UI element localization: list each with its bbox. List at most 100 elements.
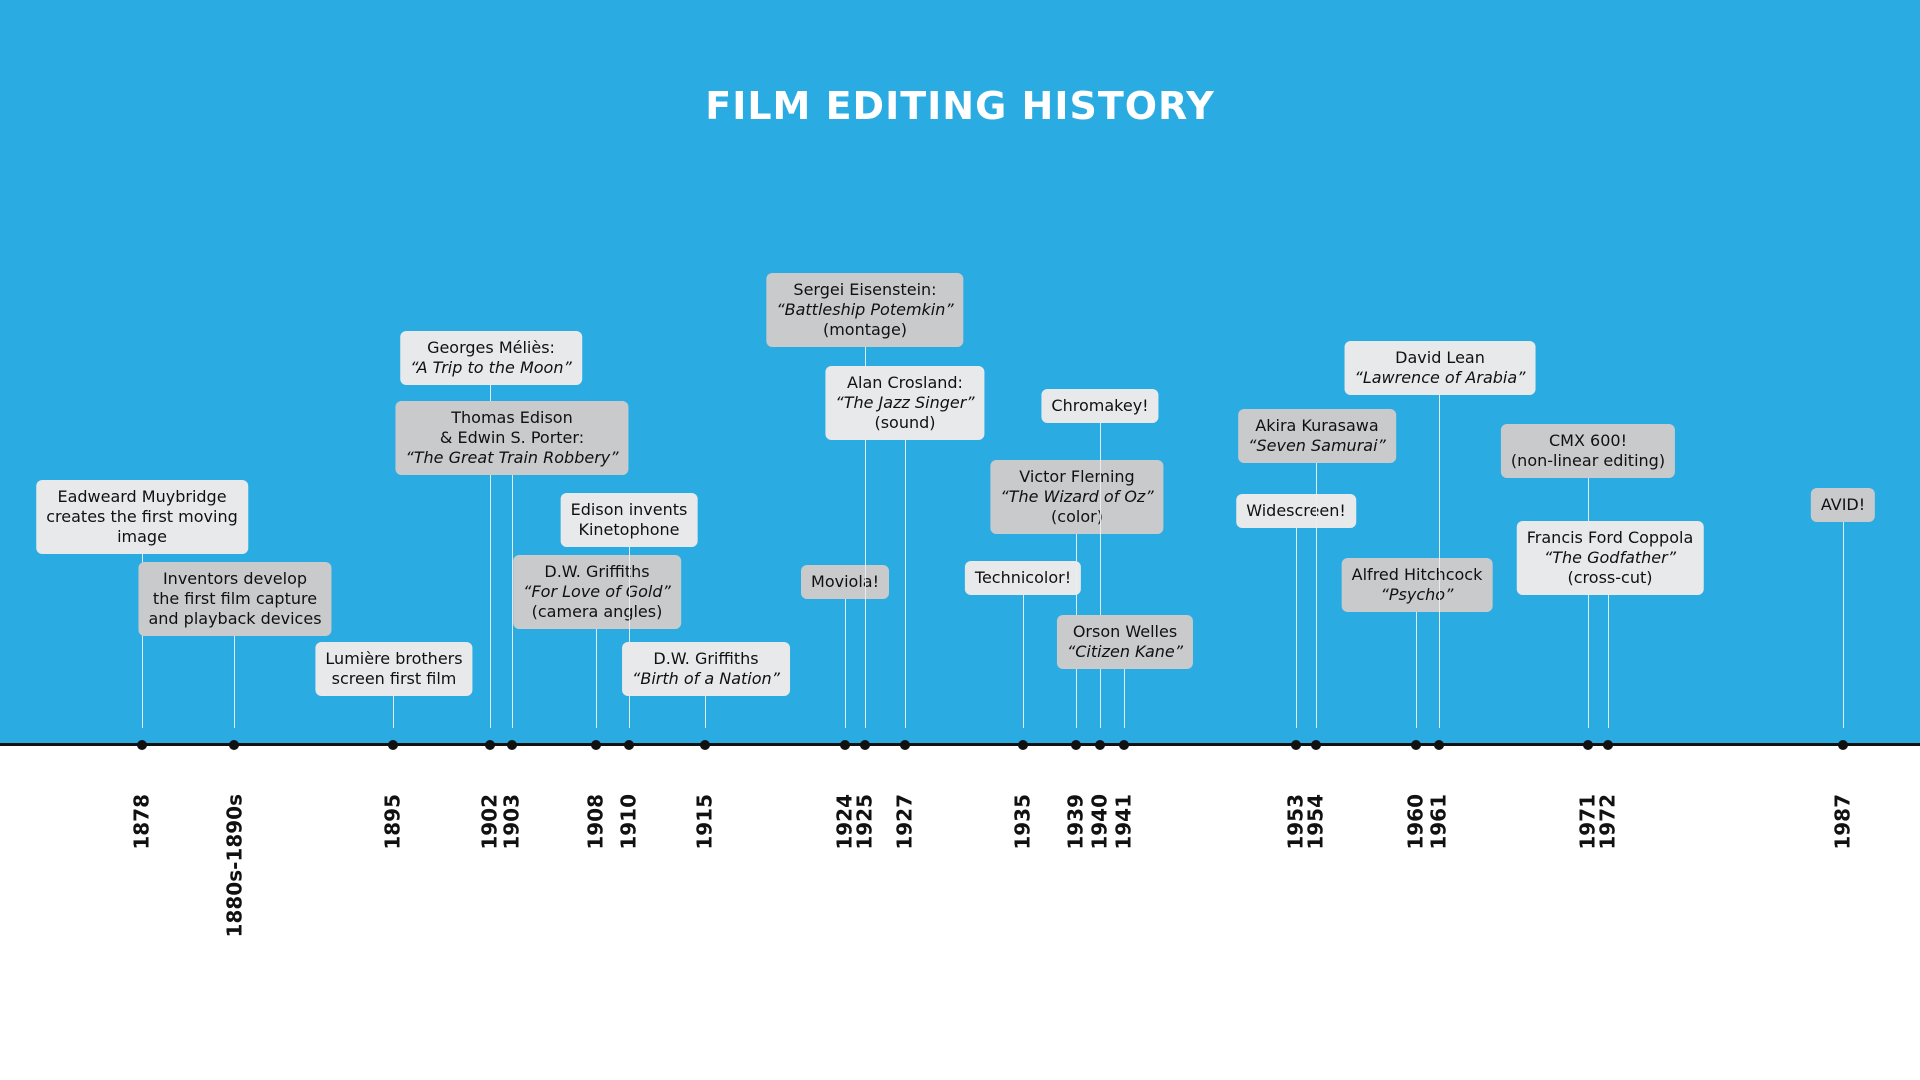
event-label-1954: Akira Kurasawa “Seven Samurai” [1238,409,1396,463]
event-connector-1910 [628,503,630,728]
event-label-line: “Psycho” [1380,585,1454,604]
event-label-line: Eadweard Muybridge [57,487,227,506]
year-label: 1878 [130,794,154,850]
year-label: 1910 [617,794,641,850]
event-label-line: Alan Crosland: [847,373,963,392]
event-connector-1880s-1890s [233,572,235,728]
event-label-1987: AVID! [1810,488,1876,522]
event-connector-1939 [1075,470,1077,728]
year-label: 1987 [1831,794,1855,850]
year-label: 1915 [693,794,717,850]
event-connector-1908 [595,565,597,728]
event-label-line: (color) [1051,507,1103,526]
event-label-1925: Sergei Eisenstein: “Battleship Potemkin”(… [766,273,964,347]
event-label-line: AVID! [1820,495,1866,514]
event-label-line: D.W. Griffiths [544,562,650,581]
event-label-1953: Widescreen! [1236,494,1356,528]
event-connector-1924 [844,575,846,728]
event-label-line: Inventors develop [162,569,308,588]
event-label-line: (montage) [822,320,908,339]
event-label-line: Lumière brothers [325,649,463,668]
event-label-1924: Moviola! [801,565,889,599]
event-label-1910: Edison invents Kinetophone [560,493,698,547]
event-connector-1960 [1415,568,1417,728]
event-connector-1903 [511,411,513,728]
event-connector-1987 [1842,498,1844,728]
event-connector-1953 [1295,504,1297,728]
event-label-line: Moviola! [811,572,879,591]
event-label-line: “Lawrence of Arabia” [1354,368,1526,387]
event-label-1902: Georges Méliès: “A Trip to the Moon” [400,331,582,385]
event-connector-1927 [904,376,906,728]
event-connector-1954 [1315,419,1317,728]
event-label-line: “The Wizard of Oz” [1000,487,1154,506]
event-label-1895: Lumière brothers screen first film [315,642,473,696]
year-label: 1935 [1011,794,1035,850]
event-label-1960: Alfred Hitchcock “Psycho” [1341,558,1493,612]
event-label-line: “Citizen Kane” [1066,642,1184,661]
year-label: 1954 [1304,794,1328,850]
year-label: 1902 [478,794,502,850]
event-label-1880s-1890s: Inventors develop the first film capture a… [138,562,332,636]
event-label-1961: David Lean “Lawrence of Arabia” [1344,341,1536,395]
year-label: 1925 [853,794,877,850]
event-label-line: (cross-cut) [1567,568,1653,587]
event-label-line: creates the first moving [46,507,238,526]
year-label: 1961 [1427,794,1451,850]
event-label-line: Victor Fleming [1019,467,1135,486]
event-connector-1935 [1022,571,1024,728]
event-label-1927: Alan Crosland: “The Jazz Singer” (sound) [825,366,985,440]
event-connector-1941 [1123,625,1125,728]
year-label: 1908 [584,794,608,850]
event-label-line: screen first film [331,669,457,688]
year-label: 1939 [1064,794,1088,850]
year-label: 1927 [893,794,917,850]
event-label-line: (non-linear editing) [1510,451,1666,470]
event-label-line: Akira Kurasawa [1255,416,1379,435]
event-label-line: the first film capture [152,589,318,608]
event-label-1878: Eadweard Muybridge creates the first movi… [36,480,248,554]
event-label-line: David Lean [1395,348,1485,367]
event-label-line: Edison invents [570,500,688,519]
year-label: 1972 [1596,794,1620,850]
event-connector-1925 [864,283,866,728]
event-label-line: “A Trip to the Moon” [410,358,572,377]
event-label-line: & Edwin S. Porter: [439,428,585,447]
event-label-line: Orson Welles [1072,622,1178,641]
event-connector-1902 [489,341,491,728]
year-label: 1903 [500,794,524,850]
event-label-line: “For Love of Gold” [523,582,671,601]
event-label-1908: D.W. Griffiths “For Love of Gold” (camera … [513,555,681,629]
event-label-1941: Orson Welles “Citizen Kane” [1056,615,1194,669]
event-label-line: Chromakey! [1051,396,1149,415]
timeline-axis [0,743,1920,746]
event-label-line: Alfred Hitchcock [1351,565,1483,584]
event-connector-1940 [1099,399,1101,728]
year-label: 1940 [1088,794,1112,850]
event-label-line: Technicolor! [974,568,1072,587]
event-label-line: Thomas Edison [451,408,573,427]
year-label: 1960 [1404,794,1428,850]
event-label-line: “Battleship Potemkin” [776,300,954,319]
event-label-line: (camera angles) [531,602,663,621]
event-connector-1961 [1438,351,1440,728]
event-label-line: Widescreen! [1246,501,1346,520]
event-label-1915: D.W. Griffiths “Birth of a Nation” [622,642,790,696]
event-label-line: image [117,527,167,546]
year-label: 1880s-1890s [222,794,246,938]
event-label-1903: Thomas Edison & Edwin S. Porter: “The Grea… [395,401,629,475]
event-label-line: “Birth of a Nation” [632,669,780,688]
event-label-line: Kinetophone [578,520,680,539]
year-label: 1941 [1112,794,1136,850]
event-label-line: “Seven Samurai” [1248,436,1386,455]
event-label-line: D.W. Griffiths [653,649,759,668]
event-label-line: “The Great Train Robbery” [405,448,619,467]
event-label-1940: Chromakey! [1041,389,1159,423]
event-label-1971: CMX 600! (non-linear editing) [1500,424,1676,478]
event-label-1972: Francis Ford Coppola “The Godfather” (cros… [1516,521,1704,595]
event-label-1939: Victor Fleming “The Wizard of Oz” (color) [990,460,1164,534]
event-label-1935: Technicolor! [964,561,1082,595]
event-label-line: and playback devices [148,609,322,628]
event-label-line: CMX 600! [1549,431,1627,450]
event-label-line: Georges Méliès: [427,338,555,357]
